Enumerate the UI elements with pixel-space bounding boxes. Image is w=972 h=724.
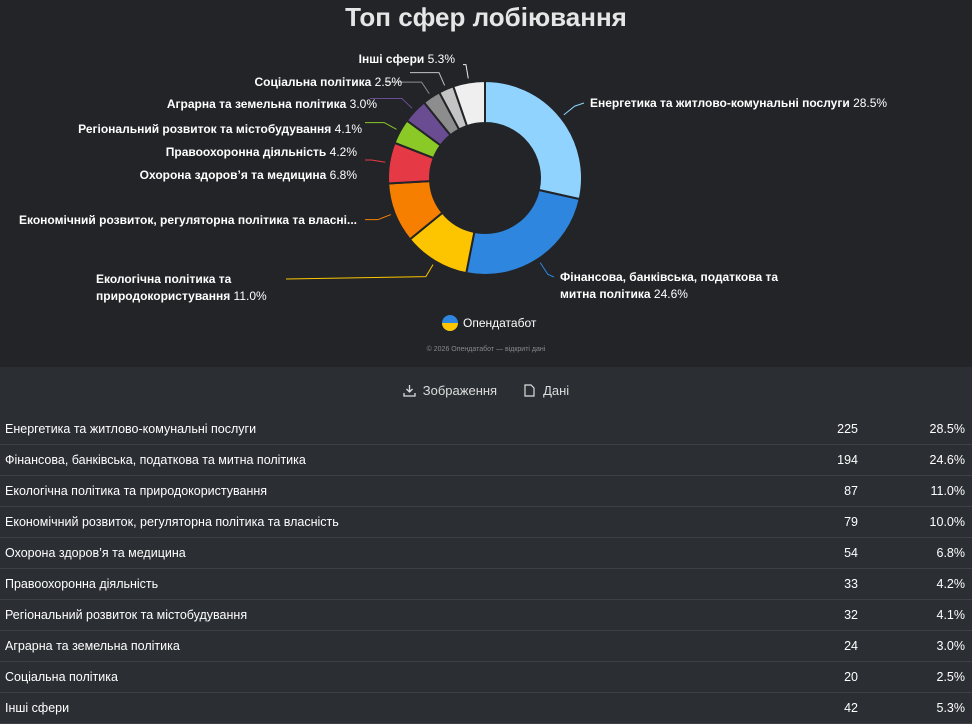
label-name: Економічний розвиток, регуляторна політи…: [19, 213, 357, 227]
table-row: Охорона здоров’я та медицина 54 6.8%: [0, 537, 972, 569]
table-cell: 10.0%: [885, 506, 972, 538]
label-name: Правоохоронна діяльність: [165, 145, 327, 159]
leader-line: [365, 159, 386, 163]
slice: [465, 188, 581, 276]
label-value: 3.0%: [349, 97, 377, 111]
leader-line: [370, 97, 413, 109]
leader-line: [365, 214, 392, 221]
label-value: 5.3%: [427, 52, 455, 66]
table-cell: 2.5%: [885, 661, 972, 693]
table-cell: Інші сфери: [0, 692, 778, 724]
slice-label: Аграрна та земельна політика 3.0%: [5, 96, 377, 113]
button-label: Дані: [543, 383, 570, 398]
slice-label: Екологічна політика та природокористуван…: [96, 271, 286, 305]
slice-label: Охорона здоров’я та медицина 6.8%: [5, 167, 357, 184]
label-name: Соціальна політика: [254, 75, 372, 89]
download-icon: [403, 385, 416, 397]
label-value: 11.0%: [233, 289, 267, 303]
table-cell: 24.6%: [885, 444, 972, 476]
file-icon: [524, 384, 535, 397]
leader-line: [539, 262, 555, 278]
slice: [484, 79, 583, 201]
label-value: 28.5%: [853, 96, 888, 110]
table-cell: 32: [778, 599, 885, 631]
label-value: 24.6%: [653, 287, 688, 301]
slice-label: Енергетика та житлово-комунальні послуги…: [590, 95, 950, 112]
table-row: Фінансова, банківська, податкова та митн…: [0, 444, 972, 476]
table-cell: 28.5%: [885, 414, 972, 445]
table-cell: 42: [778, 692, 885, 724]
table-row: Енергетика та житлово-комунальні послуги…: [0, 414, 972, 445]
slice-label: Соціальна політика 2.5%: [5, 74, 402, 91]
label-value: 6.8%: [329, 168, 357, 182]
brand-icon: [442, 315, 458, 331]
data-table: Енергетика та житлово-комунальні послуги…: [0, 414, 972, 724]
table-cell: 3.0%: [885, 630, 972, 662]
label-name: Екологічна політика та природокористуван…: [96, 272, 232, 303]
table-cell: Соціальна політика: [0, 661, 778, 693]
table-cell: 4.2%: [885, 568, 972, 600]
table-cell: 79: [778, 506, 885, 538]
footer: © 2026 Опендатабот — відкриті дані: [426, 346, 546, 353]
leader-line: [410, 72, 446, 86]
table-cell: Екологічна політика та природокористуван…: [0, 475, 778, 507]
chart: [285, 64, 585, 280]
table-cell: 20: [778, 661, 885, 693]
table-cell: 225: [778, 414, 885, 445]
leader-line: [365, 122, 397, 130]
slice-label: Інші сфери 5.3%: [5, 51, 455, 68]
label-name: Охорона здоров’я та медицина: [139, 168, 327, 182]
label-value: 4.2%: [329, 145, 357, 159]
table-row: Екологічна політика та природокористуван…: [0, 475, 972, 507]
table-cell: Енергетика та житлово-комунальні послуги: [0, 414, 778, 445]
table-row: Інші сфери 42 5.3%: [0, 692, 972, 724]
leader-line: [563, 102, 585, 116]
label-name: Інші сфери: [358, 52, 425, 66]
leader-line: [385, 81, 430, 95]
toolbar: Зображення Дані: [0, 383, 972, 398]
slice-label: Фінансова, банківська, податкова та митн…: [560, 269, 800, 303]
table-cell: 6.8%: [885, 537, 972, 569]
table-cell: Правоохоронна діяльність: [0, 568, 778, 600]
table-cell: 5.3%: [885, 692, 972, 724]
label-name: Аграрна та земельна політика: [166, 97, 347, 111]
chart-title: Топ сфер лобіювання: [345, 2, 627, 32]
table-cell: Охорона здоров’я та медицина: [0, 537, 778, 569]
table-cell: 194: [778, 444, 885, 476]
table-cell: 11.0%: [885, 475, 972, 507]
label-name: Фінансова, банківська, податкова та митн…: [560, 270, 779, 301]
table-cell: Економічний розвиток, регуляторна політи…: [0, 506, 778, 538]
table-cell: Регіональний розвиток та містобудування: [0, 599, 778, 631]
table-cell: Аграрна та земельна політика: [0, 630, 778, 662]
button-label: Зображення: [422, 383, 498, 398]
table-row: Правоохоронна діяльність 33 4.2%: [0, 568, 972, 600]
chart-panel: [0, 0, 972, 367]
table-cell: 4.1%: [885, 599, 972, 631]
table-row: Аграрна та земельна політика 24 3.0%: [0, 630, 972, 662]
label-name: Енергетика та житлово-комунальні послуги: [590, 96, 850, 110]
slice: [452, 79, 486, 128]
table-cell: 24: [778, 630, 885, 662]
slice-label: Регіональний розвиток та містобудування …: [5, 121, 362, 138]
table-row: Регіональний розвиток та містобудування 3…: [0, 599, 972, 631]
table-cell: 33: [778, 568, 885, 600]
leader-line: [463, 64, 469, 79]
table-cell: 87: [778, 475, 885, 507]
data-button[interactable]: Дані: [523, 383, 569, 398]
table-cell: Фінансова, банківська, податкова та митн…: [0, 444, 778, 476]
brand-name: Опендатабот: [463, 316, 537, 330]
table-row: Економічний розвиток, регуляторна політи…: [0, 506, 972, 538]
brand: Опендатабот: [442, 315, 536, 331]
label-name: Регіональний розвиток та містобудування: [78, 122, 332, 136]
table-cell: 54: [778, 537, 885, 569]
label-value: 4.1%: [334, 122, 362, 136]
slice-label: Правоохоронна діяльність 4.2%: [5, 144, 357, 161]
label-value: 2.5%: [374, 75, 402, 89]
leader-line: [285, 264, 434, 280]
slice-label: Економічний розвиток, регуляторна політи…: [5, 212, 357, 229]
table-row: Соціальна політика 20 2.5%: [0, 661, 972, 693]
image-button[interactable]: Зображення: [403, 383, 497, 398]
